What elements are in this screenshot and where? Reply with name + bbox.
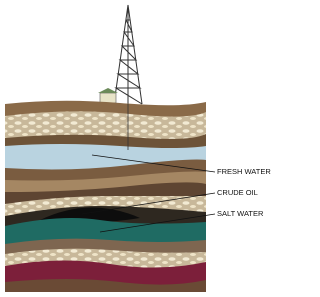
label: FRESH WATER [217, 167, 271, 176]
label: CRUDE OIL [217, 188, 258, 197]
strata [5, 101, 206, 292]
building [98, 88, 118, 103]
label: SALT WATER [217, 209, 264, 218]
derrick [114, 5, 142, 104]
page: FRESH WATER CRUDE OIL SALT WATER (() => … [0, 0, 280, 297]
oil-strata-diagram: FRESH WATER CRUDE OIL SALT WATER [0, 0, 280, 297]
